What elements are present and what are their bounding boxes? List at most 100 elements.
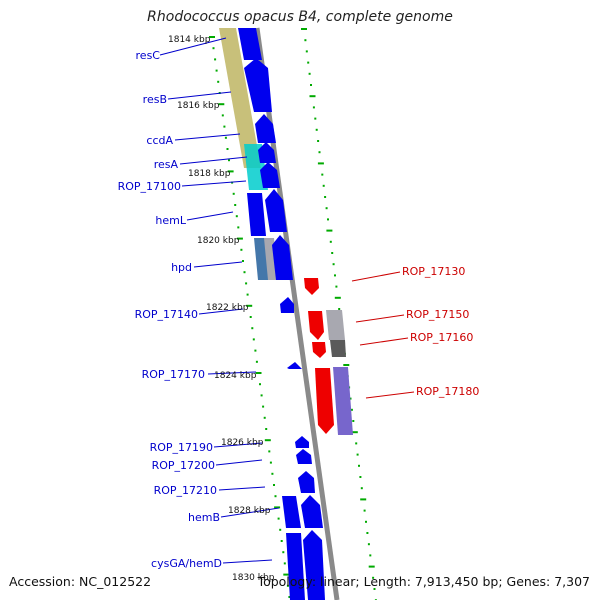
tick-mark (301, 28, 307, 30)
tick-mark (308, 72, 311, 75)
tick-mark (277, 517, 280, 520)
tick-mark (368, 565, 375, 568)
tick-mark (360, 487, 363, 490)
tick-mark (262, 405, 265, 408)
tick-mark (351, 431, 358, 434)
tick-mark (235, 215, 238, 218)
tick-mark (331, 252, 334, 254)
gene-arrow (296, 449, 312, 464)
tick-mark (217, 80, 220, 83)
tick-mark (325, 207, 328, 210)
right-leader-lines (351, 271, 415, 399)
gene-label-ROP_17210[interactable]: ROP_17210 (154, 484, 217, 497)
tick-mark (352, 420, 355, 422)
tick-mark (274, 506, 281, 509)
tick-mark (373, 588, 376, 590)
gene-arrow (298, 471, 315, 493)
gene-arrow (326, 310, 345, 340)
tick-mark (245, 282, 248, 285)
tick-mark (335, 285, 338, 288)
tick-mark (268, 450, 271, 453)
gene-arrow (333, 367, 353, 435)
scale-label: 1814 kbp (168, 35, 211, 45)
gene-arrow (330, 340, 346, 357)
tick-mark (332, 263, 335, 266)
gene-label-hpd[interactable]: hpd (171, 261, 192, 274)
gene-label-ROP_17170[interactable]: ROP_17170 (142, 368, 205, 381)
gene-label-ccdA[interactable]: ccdA (146, 134, 173, 147)
tick-mark (307, 61, 310, 64)
scale-label: 1830 kbp (232, 573, 275, 583)
gene-arrow (303, 530, 325, 600)
gene-label-ROP_17150[interactable]: ROP_17150 (406, 308, 469, 321)
tick-mark (358, 464, 360, 467)
tick-mark (317, 140, 320, 142)
gene-label-resB[interactable]: resB (143, 93, 167, 106)
tick-mark (322, 184, 325, 187)
scale-label: 1826 kbp (221, 438, 264, 448)
tick-mark (221, 114, 224, 117)
gene-label-ROP_17100[interactable]: ROP_17100 (118, 180, 181, 193)
gene-arrow (258, 142, 276, 163)
tick-mark (271, 472, 274, 475)
gene-label-ROP_17160[interactable]: ROP_17160 (410, 331, 473, 344)
gene-arrow (304, 278, 319, 295)
gene-label-cysGA-hemD[interactable]: cysGA/hemD (151, 557, 222, 570)
tick-mark (350, 408, 353, 411)
tick-mark (264, 439, 271, 442)
left-gene-labels: resC resB ccdA resA ROP_17100 hemL hpd R… (118, 49, 222, 570)
tick-mark (304, 39, 307, 42)
resolvase-region-band (219, 28, 261, 168)
tick-mark (263, 416, 266, 419)
scale-label: 1818 kbp (188, 169, 231, 179)
tick-mark (329, 240, 332, 243)
tick-mark (326, 229, 333, 232)
page-title: Rhodococcus opacus B4, complete genome (147, 9, 453, 25)
left-leader-lines (159, 37, 280, 564)
gene-label-resA[interactable]: resA (154, 158, 179, 171)
gene-arrow (238, 28, 262, 60)
tick-mark (215, 69, 218, 72)
gene-label-ROP_17200[interactable]: ROP_17200 (152, 459, 215, 472)
gene-label-hemL[interactable]: hemL (155, 214, 186, 227)
tick-mark (212, 47, 215, 50)
tick-mark (231, 181, 234, 184)
tick-mark (237, 226, 240, 229)
tick-mark (227, 170, 234, 173)
gene-label-ROP_17140[interactable]: ROP_17140 (135, 308, 198, 321)
gene-label-ROP_17190[interactable]: ROP_17190 (150, 441, 213, 454)
tick-mark (312, 106, 315, 109)
scale-label: 1816 kbp (177, 101, 220, 111)
tick-mark (232, 192, 235, 195)
tick-mark (234, 204, 237, 206)
gene-label-resC[interactable]: resC (136, 49, 161, 62)
scale-labels: 1814 kbp 1816 kbp 1818 kbp 1820 kbp 1822… (168, 35, 275, 583)
gene-arrow (286, 533, 305, 600)
tick-mark (359, 476, 362, 478)
reverse-genes (304, 278, 353, 435)
tick-mark (318, 151, 321, 154)
tick-mark (321, 173, 324, 176)
tick-mark (224, 136, 227, 139)
tick-mark (338, 308, 341, 310)
genome-summary-text: Topology: linear; Length: 7,913,450 bp; … (257, 574, 590, 589)
tick-mark (273, 484, 275, 486)
tick-mark (334, 296, 341, 299)
tick-mark (283, 562, 286, 565)
gene-arrow (265, 189, 287, 232)
gene-arrow (260, 162, 280, 188)
tick-mark (255, 372, 262, 374)
gene-label-ROP_17130[interactable]: ROP_17130 (402, 265, 465, 278)
tick-mark (309, 95, 316, 98)
tick-mark (259, 383, 261, 386)
gene-arrow (244, 58, 272, 112)
gene-arrow (301, 495, 323, 528)
tick-mark (327, 218, 329, 221)
tick-mark (236, 237, 243, 240)
gene-label-hemB[interactable]: hemB (188, 511, 220, 524)
gene-label-ROP_17180[interactable]: ROP_17180 (416, 385, 479, 398)
tick-mark (314, 117, 317, 120)
tick-mark (310, 84, 312, 86)
gene-arrow (280, 297, 294, 313)
